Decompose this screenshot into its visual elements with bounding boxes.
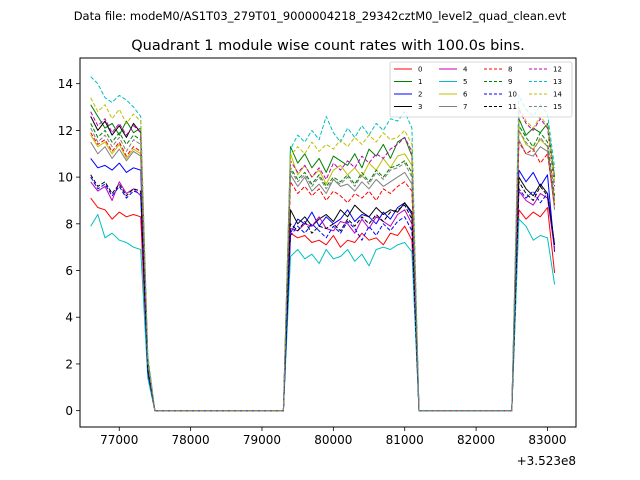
y-axis-ticks: 0 2 4 6 8 10 12 14 <box>58 77 80 418</box>
y-tick-label: 2 <box>65 357 73 371</box>
x-tick-label: 79000 <box>243 433 281 447</box>
legend-label-8: 8 <box>508 66 512 74</box>
legend-label-10: 10 <box>508 91 517 99</box>
chart-title: Quadrant 1 module wise count rates with … <box>131 38 525 54</box>
legend-label-1: 1 <box>418 78 422 86</box>
legend-label-9: 9 <box>508 78 512 86</box>
legend-label-12: 12 <box>553 66 562 74</box>
x-tick-label: 78000 <box>172 433 210 447</box>
legend-label-0: 0 <box>418 66 422 74</box>
figure-suptitle: Data file: modeM0/AS1T03_279T01_90000042… <box>74 9 567 23</box>
y-tick-label: 14 <box>58 77 73 91</box>
y-tick-label: 8 <box>65 217 73 231</box>
y-tick-label: 6 <box>65 264 73 278</box>
legend-label-2: 2 <box>418 91 422 99</box>
y-tick-label: 0 <box>65 404 73 418</box>
x-tick-label: 80000 <box>314 433 352 447</box>
legend-label-4: 4 <box>463 66 468 74</box>
y-tick-label: 12 <box>58 124 73 138</box>
legend-label-13: 13 <box>553 78 562 86</box>
x-tick-label: 77000 <box>100 433 138 447</box>
x-tick-label: 82000 <box>457 433 495 447</box>
series-layer <box>90 76 556 412</box>
y-tick-label: 10 <box>58 171 73 185</box>
x-tick-label: 83000 <box>528 433 566 447</box>
legend-label-6: 6 <box>463 91 468 99</box>
x-axis-offset-label: +3.523e8 <box>517 454 576 468</box>
legend-label-14: 14 <box>553 91 562 99</box>
x-tick-label: 81000 <box>386 433 424 447</box>
legend-label-3: 3 <box>418 103 422 111</box>
legend-label-11: 11 <box>508 103 517 111</box>
legend-label-15: 15 <box>553 103 562 111</box>
legend-box <box>389 61 573 118</box>
x-axis-ticks: 77000 78000 79000 80000 81000 82000 83000 <box>100 427 567 447</box>
y-tick-label: 4 <box>65 311 73 325</box>
series-line-15 <box>90 127 556 412</box>
axes-frame <box>79 57 577 428</box>
legend-label-7: 7 <box>463 103 467 111</box>
legend-label-5: 5 <box>463 78 467 86</box>
